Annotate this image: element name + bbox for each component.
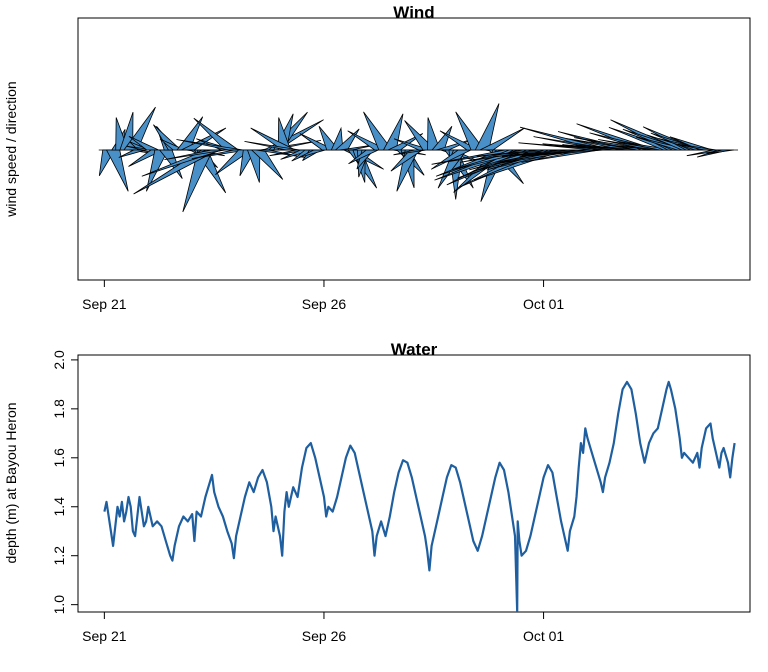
wind-x-tick-label: Sep 26	[302, 296, 347, 312]
water-y-tick-label: 1.0	[51, 595, 67, 615]
water-y-tick-label: 2.0	[51, 350, 67, 370]
wind-ylabel: wind speed / direction	[3, 81, 19, 217]
water-series	[103, 380, 736, 612]
water-title: Water	[391, 340, 438, 359]
water-x-axis: Sep 21 Sep 26 Oct 01	[82, 611, 564, 644]
water-y-axis: 1.0 1.2 1.4 1.6 1.8 2.0	[51, 350, 79, 615]
water-x-tick-label: Sep 26	[302, 628, 347, 644]
water-panel: Water depth (m) at Bayou Heron Sep 21 Sep…	[3, 340, 751, 644]
water-ylabel: depth (m) at Bayou Heron	[3, 402, 19, 563]
water-y-tick-label: 1.6	[51, 448, 67, 468]
water-x-tick-label: Oct 01	[523, 628, 564, 644]
wind-x-tick-label: Oct 01	[523, 296, 564, 312]
wind-barb	[105, 149, 129, 192]
wind-barbs	[98, 103, 739, 213]
water-y-tick-label: 1.2	[51, 546, 67, 566]
water-y-tick-label: 1.8	[51, 399, 67, 419]
wind-barb	[118, 149, 146, 158]
wind-title: Wind	[393, 3, 434, 22]
wind-panel: Wind wind speed / direction Sep 21 Sep 26…	[3, 3, 751, 312]
wind-x-tick-label: Sep 21	[82, 296, 127, 312]
water-depth-line	[103, 380, 736, 612]
wind-x-axis: Sep 21 Sep 26 Oct 01	[82, 279, 564, 312]
water-y-tick-label: 1.4	[51, 497, 67, 517]
water-x-tick-label: Sep 21	[82, 628, 127, 644]
